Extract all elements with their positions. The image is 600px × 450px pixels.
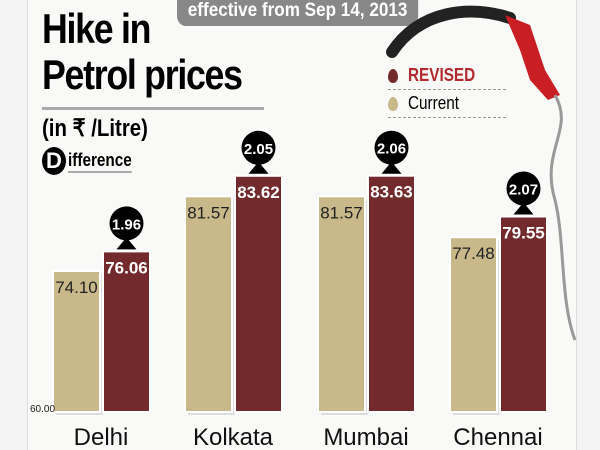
- chart-title: Hike in Petrol prices: [42, 5, 243, 98]
- bar-current: [184, 195, 233, 413]
- value-label-current: 81.57: [320, 203, 363, 222]
- value-label-revised: 83.62: [237, 183, 280, 202]
- difference-arrow-icon: [513, 202, 534, 215]
- title-divider: [42, 107, 264, 110]
- value-label-revised: 76.06: [105, 258, 148, 277]
- bar-revised: [367, 174, 416, 413]
- difference-label: ifference: [68, 150, 132, 173]
- difference-bubble: [109, 206, 144, 241]
- bar-current: [449, 236, 498, 413]
- difference-value: 2.06: [377, 141, 406, 158]
- effective-date-banner: effective from Sep 14, 2013: [177, 0, 419, 26]
- bar-revised: [234, 174, 283, 413]
- legend-current-label: Current: [408, 93, 460, 113]
- difference-key: D ifference: [42, 147, 143, 175]
- bar-revised: [499, 215, 548, 413]
- difference-bubble: [506, 171, 541, 206]
- difference-arrow-icon: [248, 161, 269, 174]
- baseline-label: 60.00: [30, 404, 55, 415]
- value-label-current: 81.57: [187, 203, 230, 222]
- category-label: Chennai: [453, 424, 542, 450]
- legend-revised: REVISED: [388, 62, 506, 90]
- drop-icon: [388, 96, 398, 111]
- bar-current: [317, 195, 366, 413]
- category-label: Delhi: [74, 424, 129, 450]
- value-label-revised: 83.63: [370, 183, 413, 202]
- unit-label: (in ₹ /Litre): [42, 115, 148, 142]
- value-label-current: 77.48: [452, 244, 495, 263]
- difference-value: 2.07: [509, 182, 538, 199]
- value-label-current: 74.10: [55, 278, 98, 297]
- difference-bubble: [241, 130, 276, 165]
- difference-arrow-icon: [381, 161, 402, 174]
- difference-badge-icon: D: [42, 147, 66, 175]
- legend: REVISED Current: [388, 62, 506, 118]
- title-line-2: Petrol prices: [42, 51, 243, 98]
- difference-value: 1.96: [112, 216, 141, 233]
- bar-current: [52, 270, 101, 413]
- legend-revised-label: REVISED: [408, 65, 476, 85]
- drop-icon: [388, 68, 398, 83]
- legend-current: Current: [388, 90, 506, 118]
- category-label: Kolkata: [193, 424, 274, 450]
- category-label: Mumbai: [323, 424, 408, 450]
- difference-value: 2.05: [244, 141, 273, 158]
- difference-arrow-icon: [116, 237, 137, 250]
- bar-revised: [102, 250, 151, 413]
- title-line-1: Hike in: [42, 5, 151, 52]
- value-label-revised: 79.55: [502, 224, 545, 243]
- difference-bubble: [374, 130, 409, 165]
